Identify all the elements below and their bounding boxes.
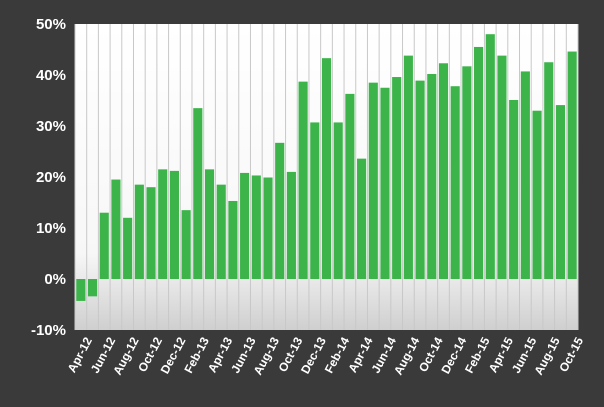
bar-may-13 <box>228 200 238 279</box>
y-tick-label: 0% <box>44 271 66 288</box>
y-tick-label: -10% <box>31 322 66 339</box>
bar-dec-14 <box>450 86 460 279</box>
bar-aug-14 <box>403 55 413 280</box>
bar-jun-15 <box>520 71 530 280</box>
bar-may-14 <box>368 82 378 280</box>
bar-may-12 <box>87 279 98 297</box>
bar-jul-15 <box>532 110 542 279</box>
bar-oct-12 <box>146 187 156 279</box>
bar-apr-12 <box>76 279 86 301</box>
bar-aug-12 <box>123 217 133 279</box>
bar-dec-13 <box>310 122 320 280</box>
bar-jun-12 <box>99 212 109 279</box>
bar-jul-14 <box>392 77 402 279</box>
bar-oct-15 <box>567 51 577 279</box>
y-axis: -10% 0% 10% 20% 30% 40% 50% <box>31 16 66 339</box>
gridlines <box>74 24 579 330</box>
bar-jun-14 <box>380 87 390 279</box>
bar-feb-15 <box>474 46 484 280</box>
bar-apr-14 <box>357 158 367 279</box>
bar-oct-14 <box>427 73 437 279</box>
bar-jan-14 <box>321 58 332 279</box>
bar-dec-12 <box>169 170 179 279</box>
bar-apr-13 <box>216 184 226 279</box>
bar-jul-12 <box>111 179 121 279</box>
bar-aug-13 <box>263 177 273 279</box>
bar-apr-15 <box>497 55 507 280</box>
y-tick-label: 20% <box>36 169 66 186</box>
y-tick-label: 40% <box>36 67 66 84</box>
bar-jan-13 <box>181 210 191 279</box>
bar-nov-12 <box>158 169 168 279</box>
bar-jun-13 <box>240 172 250 279</box>
bar-sep-12 <box>134 184 144 279</box>
y-tick-label: 30% <box>36 118 66 135</box>
x-axis: Apr-12Jun-12Aug-12Oct-12Dec-12Feb-13Apr-… <box>65 334 587 377</box>
bar-sep-14 <box>415 80 425 279</box>
bar-mar-13 <box>204 169 215 279</box>
bar-aug-15 <box>544 62 554 279</box>
y-tick-label: 50% <box>36 16 66 33</box>
bar-feb-14 <box>333 122 343 280</box>
bars <box>76 34 577 301</box>
bar-nov-14 <box>438 63 449 279</box>
bar-nov-13 <box>298 81 308 279</box>
y-tick-label: 10% <box>36 220 66 237</box>
bar-feb-13 <box>193 108 203 280</box>
bar-sep-15 <box>555 105 566 279</box>
bar-jul-13 <box>251 175 261 279</box>
bar-mar-14 <box>345 93 355 280</box>
bar-oct-13 <box>286 171 296 279</box>
bar-mar-15 <box>485 34 495 280</box>
bar-may-15 <box>509 99 519 280</box>
bar-jan-15 <box>462 66 472 279</box>
bar-sep-13 <box>275 142 285 279</box>
